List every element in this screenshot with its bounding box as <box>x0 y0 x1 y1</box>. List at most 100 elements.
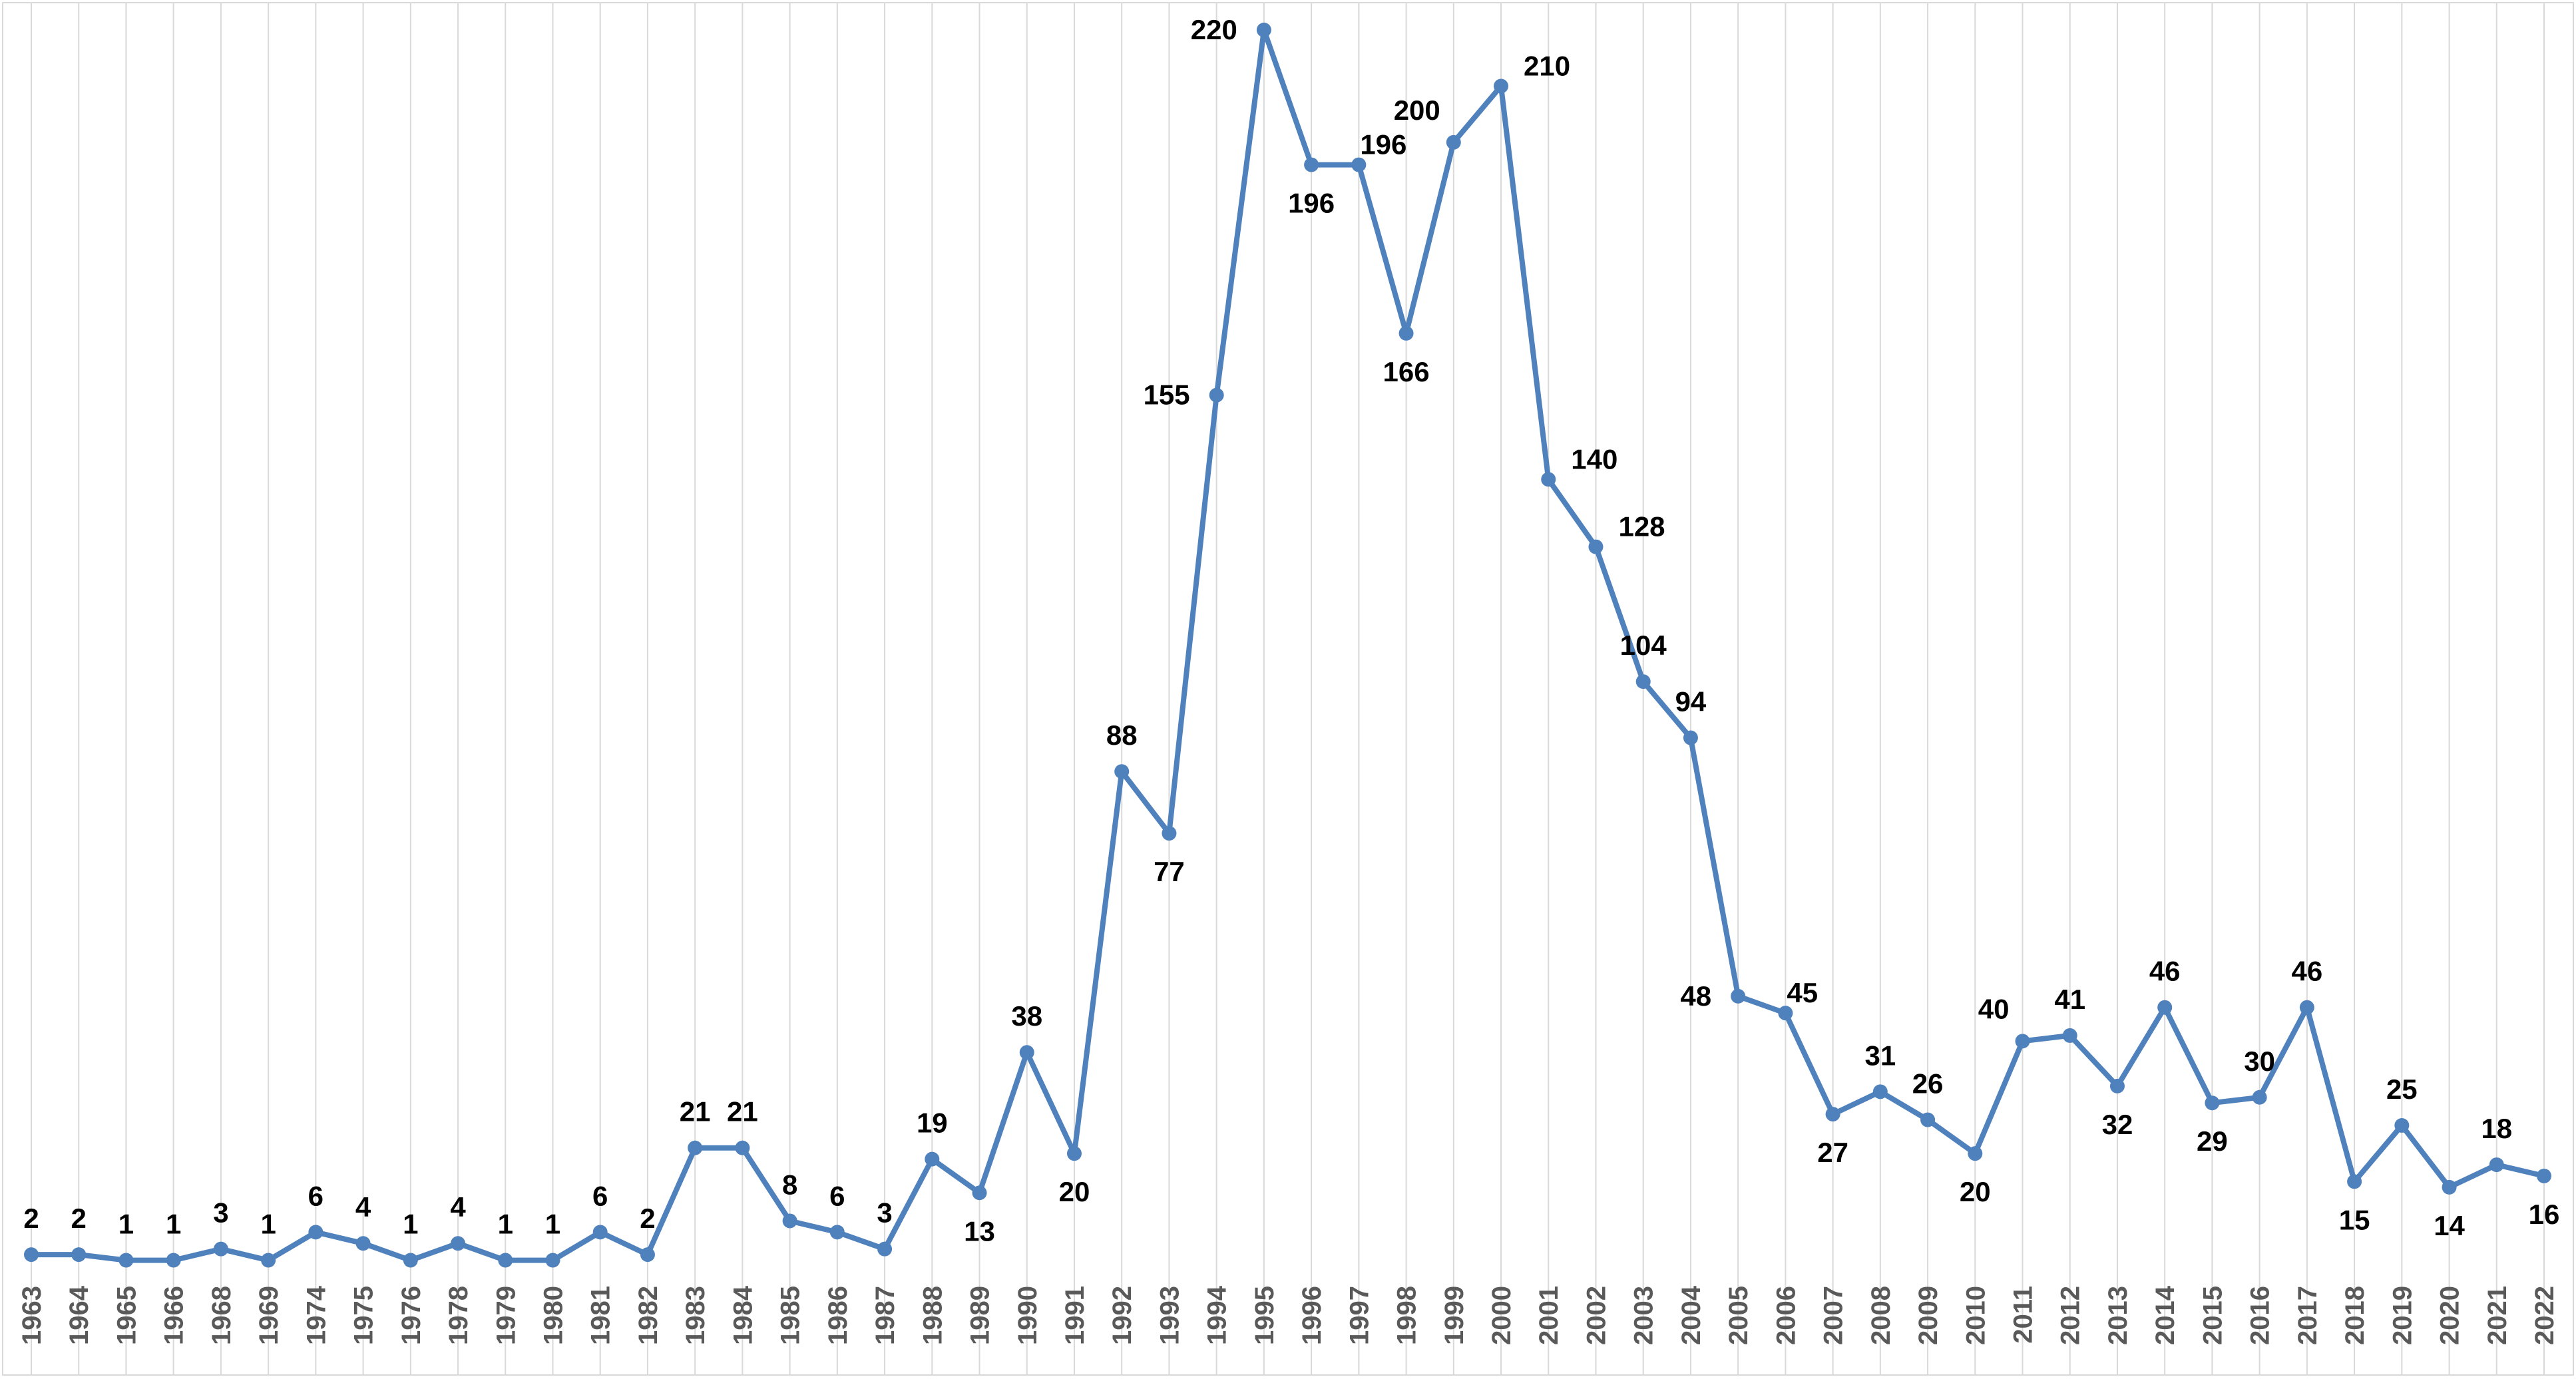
data-point-1998 <box>1398 325 1414 341</box>
data-label-1983: 21 <box>680 1096 711 1127</box>
x-tick-label-2021: 2021 <box>2483 1286 2512 1345</box>
data-point-2007 <box>1825 1107 1840 1122</box>
data-point-1984 <box>735 1140 750 1155</box>
data-label-1999: 200 <box>1394 95 1440 126</box>
x-tick-label-1983: 1983 <box>681 1286 710 1345</box>
x-tick-label-1992: 1992 <box>1108 1286 1137 1345</box>
x-tick-label-1978: 1978 <box>444 1286 473 1345</box>
data-point-2019 <box>2394 1117 2410 1133</box>
data-point-2020 <box>2442 1179 2457 1195</box>
data-point-1965 <box>118 1253 134 1268</box>
data-points <box>24 23 2551 1268</box>
data-label-2010: 20 <box>1960 1176 1991 1207</box>
series-line-layer <box>29 27 2547 1263</box>
x-tick-label-2015: 2015 <box>2198 1286 2227 1345</box>
data-point-2004 <box>1683 730 1698 745</box>
data-point-1982 <box>640 1247 655 1263</box>
data-label-1988: 19 <box>917 1107 948 1139</box>
data-label-2018: 15 <box>2339 1204 2370 1235</box>
data-label-1980: 1 <box>545 1209 560 1240</box>
data-point-1995 <box>1256 23 1271 37</box>
x-tick-label-2000: 2000 <box>1487 1286 1516 1345</box>
data-point-2015 <box>2205 1095 2220 1111</box>
x-tick-label-2009: 2009 <box>1914 1286 1943 1345</box>
data-label-1979: 1 <box>498 1209 513 1240</box>
x-tick-label-1990: 1990 <box>1013 1286 1042 1345</box>
x-axis-tick-labels: 1963 1964 1965 1966 1968 1969 1974 1975 1976 1978… <box>17 1285 2559 1345</box>
data-label-1978: 4 <box>450 1191 466 1223</box>
x-tick-label-1963: 1963 <box>17 1286 47 1345</box>
x-tick-label-2005: 2005 <box>1724 1286 1753 1345</box>
data-label-1998: 166 <box>1383 356 1430 387</box>
data-label-1976: 1 <box>403 1209 418 1240</box>
data-point-2003 <box>1635 674 1651 690</box>
data-label-2000: 210 <box>1524 50 1570 81</box>
data-label-2015: 29 <box>2197 1125 2228 1157</box>
data-label-2006: 45 <box>1787 977 1818 1008</box>
data-label-2022: 16 <box>2529 1199 2560 1230</box>
x-tick-label-2013: 2013 <box>2103 1286 2133 1345</box>
data-label-2016: 30 <box>2244 1046 2275 1077</box>
data-label-1964: 2 <box>71 1203 87 1234</box>
x-tick-label-1969: 1969 <box>254 1286 284 1345</box>
x-tick-label-1986: 1986 <box>823 1286 853 1345</box>
data-label-1987: 3 <box>877 1197 892 1229</box>
data-label-2021: 18 <box>2481 1113 2512 1144</box>
data-label-2007: 27 <box>1817 1137 1848 1168</box>
data-label-1982: 2 <box>640 1203 655 1234</box>
data-label-2020: 14 <box>2434 1210 2465 1241</box>
x-tick-label-1989: 1989 <box>966 1286 995 1345</box>
x-tick-label-1995: 1995 <box>1250 1286 1279 1345</box>
x-tick-label-1980: 1980 <box>538 1286 568 1345</box>
data-label-2001: 140 <box>1571 443 1617 475</box>
data-label-2012: 41 <box>2054 984 2085 1015</box>
data-point-2006 <box>1778 1006 1793 1021</box>
x-tick-label-2002: 2002 <box>1582 1286 1611 1345</box>
data-point-1981 <box>592 1225 608 1240</box>
data-label-2017: 46 <box>2292 956 2323 987</box>
data-point-2001 <box>1541 472 1556 487</box>
data-point-1969 <box>261 1253 276 1268</box>
data-point-1991 <box>1066 1146 1082 1161</box>
data-point-1997 <box>1351 157 1367 172</box>
data-point-1985 <box>782 1213 797 1229</box>
x-tick-label-2008: 2008 <box>1866 1286 1896 1345</box>
data-point-1993 <box>1162 826 1177 841</box>
x-tick-label-1997: 1997 <box>1345 1286 1374 1345</box>
x-tick-label-1991: 1991 <box>1060 1286 1090 1345</box>
x-tick-label-1998: 1998 <box>1393 1286 1422 1345</box>
data-point-2005 <box>1731 988 1746 1004</box>
data-label-1985: 8 <box>782 1169 797 1200</box>
x-tick-label-2010: 2010 <box>1961 1286 1990 1345</box>
data-label-1995: 220 <box>1191 14 1237 45</box>
data-label-2004: 94 <box>1675 686 1707 717</box>
data-point-2008 <box>1872 1084 1888 1099</box>
x-tick-label-2017: 2017 <box>2293 1286 2322 1345</box>
data-label-1991: 20 <box>1059 1176 1090 1207</box>
data-point-1979 <box>498 1253 513 1268</box>
x-tick-label-1985: 1985 <box>776 1286 805 1345</box>
x-tick-label-2006: 2006 <box>1771 1286 1801 1345</box>
data-point-1987 <box>877 1241 893 1257</box>
data-point-1963 <box>24 1247 39 1263</box>
x-tick-label-1966: 1966 <box>160 1286 189 1345</box>
x-tick-label-1975: 1975 <box>349 1286 379 1345</box>
data-point-2011 <box>2015 1034 2030 1049</box>
x-tick-label-1979: 1979 <box>491 1286 521 1345</box>
data-point-1988 <box>925 1151 940 1167</box>
data-point-1999 <box>1446 134 1461 150</box>
data-label-1966: 1 <box>166 1209 181 1240</box>
x-tick-label-2007: 2007 <box>1819 1286 1848 1345</box>
data-label-2013: 32 <box>2102 1109 2133 1140</box>
data-label-2005: 48 <box>1680 980 1711 1012</box>
x-tick-label-2022: 2022 <box>2530 1286 2559 1345</box>
data-label-1992: 88 <box>1106 719 1138 751</box>
x-tick-label-1987: 1987 <box>871 1286 900 1345</box>
data-point-2012 <box>2062 1028 2077 1043</box>
x-tick-label-1974: 1974 <box>302 1285 331 1345</box>
x-tick-label-1996: 1996 <box>1297 1286 1327 1345</box>
data-label-2009: 26 <box>1912 1068 1944 1099</box>
data-label-1990: 38 <box>1011 1000 1042 1032</box>
